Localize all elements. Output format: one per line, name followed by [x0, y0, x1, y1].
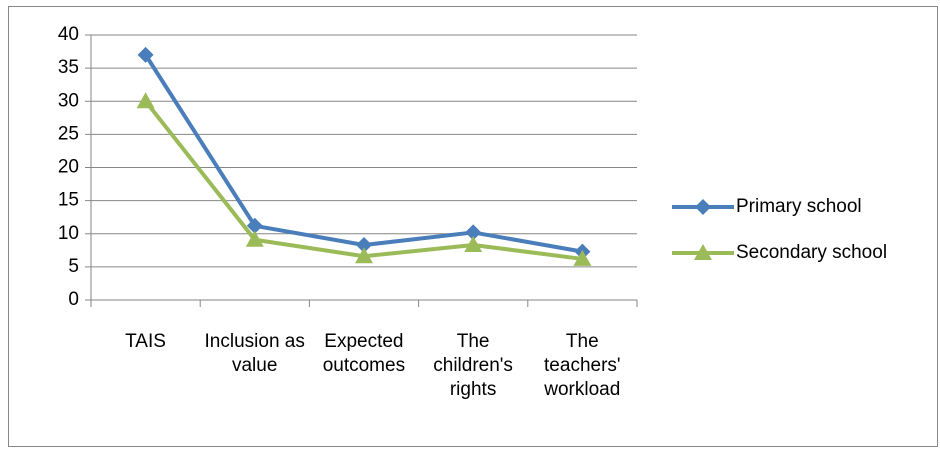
legend-label: Secondary school	[736, 242, 887, 263]
x-tick-label: The children's rights	[433, 331, 513, 400]
data-point	[246, 217, 263, 234]
data-point	[356, 237, 372, 254]
y-tick-label: 40	[58, 24, 79, 45]
x-tick-label: Expected outcomes	[322, 331, 406, 376]
y-tick-label: 35	[58, 57, 79, 78]
data-point	[465, 224, 482, 241]
y-tick-label: 20	[58, 157, 79, 178]
y-tick-label: 10	[58, 223, 79, 244]
x-tick-label: Inclusion as value	[204, 331, 305, 376]
y-tick-label: 5	[68, 256, 79, 277]
data-point	[137, 46, 154, 63]
y-tick-label: 0	[68, 289, 79, 310]
legend-marker	[694, 244, 712, 260]
data-point	[136, 92, 155, 109]
series-line	[143, 53, 583, 254]
legend-label: Primary school	[736, 196, 862, 217]
data-point	[245, 230, 264, 247]
x-tick-label: The teachers' workload	[544, 331, 621, 400]
y-tick-label: 25	[58, 123, 79, 144]
y-tick-label: 30	[58, 90, 79, 111]
y-tick-label: 15	[58, 190, 79, 211]
x-tick-label: TAIS	[125, 331, 166, 352]
legend-marker	[695, 199, 711, 215]
data-point	[355, 247, 373, 264]
chart-frame	[8, 6, 938, 447]
data-point	[464, 236, 483, 253]
data-point	[573, 249, 592, 266]
series-line	[144, 100, 583, 261]
